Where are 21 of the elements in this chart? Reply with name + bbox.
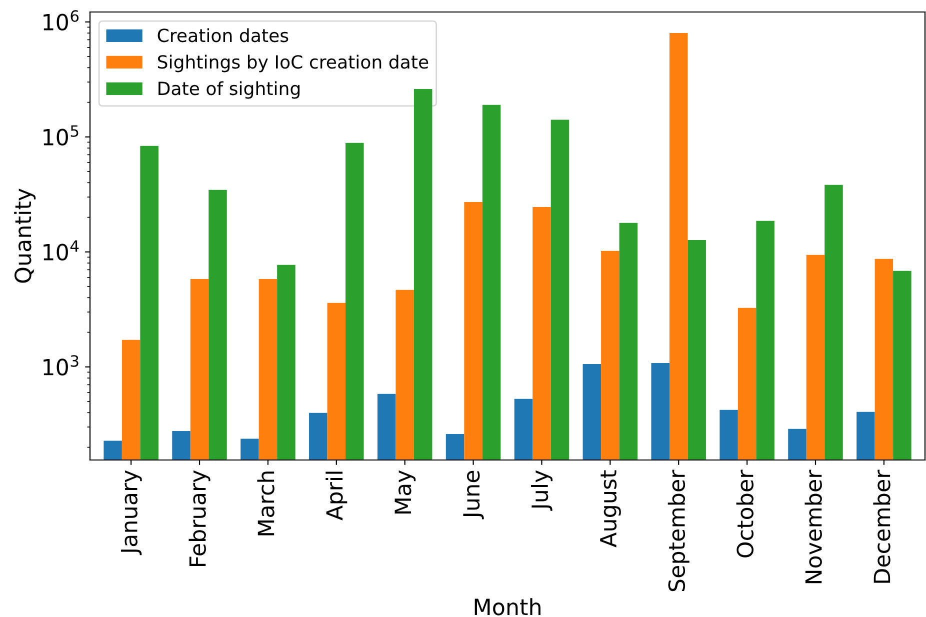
x-tick-label: February xyxy=(188,470,210,566)
legend-label: Sightings by IoC creation date xyxy=(158,54,428,72)
y-tick-label: 10$^{3}$ xyxy=(44,355,78,376)
x-tick-label: April xyxy=(326,472,348,520)
x-tick-label: November xyxy=(804,470,822,584)
x-tick-label: October xyxy=(736,470,754,558)
y-axis-title: Quantity xyxy=(14,188,36,283)
x-tick-label: December xyxy=(873,470,890,583)
y-tick-label: 10$^{6}$ xyxy=(44,10,79,31)
y-tick-label: 10$^{5}$ xyxy=(44,125,78,146)
x-tick-label: March xyxy=(257,472,274,536)
y-tick-label: 10$^{4}$ xyxy=(44,240,79,261)
x-axis-title: Month xyxy=(474,598,540,616)
x-tick-label: September xyxy=(668,470,690,592)
x-tick-label: January xyxy=(120,470,142,556)
x-tick-label: July xyxy=(530,470,552,511)
x-tick-label: August xyxy=(600,470,621,548)
legend-label: Creation dates xyxy=(158,28,288,42)
legend-label: Date of sighting xyxy=(158,81,300,99)
x-tick-label: May xyxy=(394,470,416,514)
x-tick-label: June xyxy=(463,470,484,520)
